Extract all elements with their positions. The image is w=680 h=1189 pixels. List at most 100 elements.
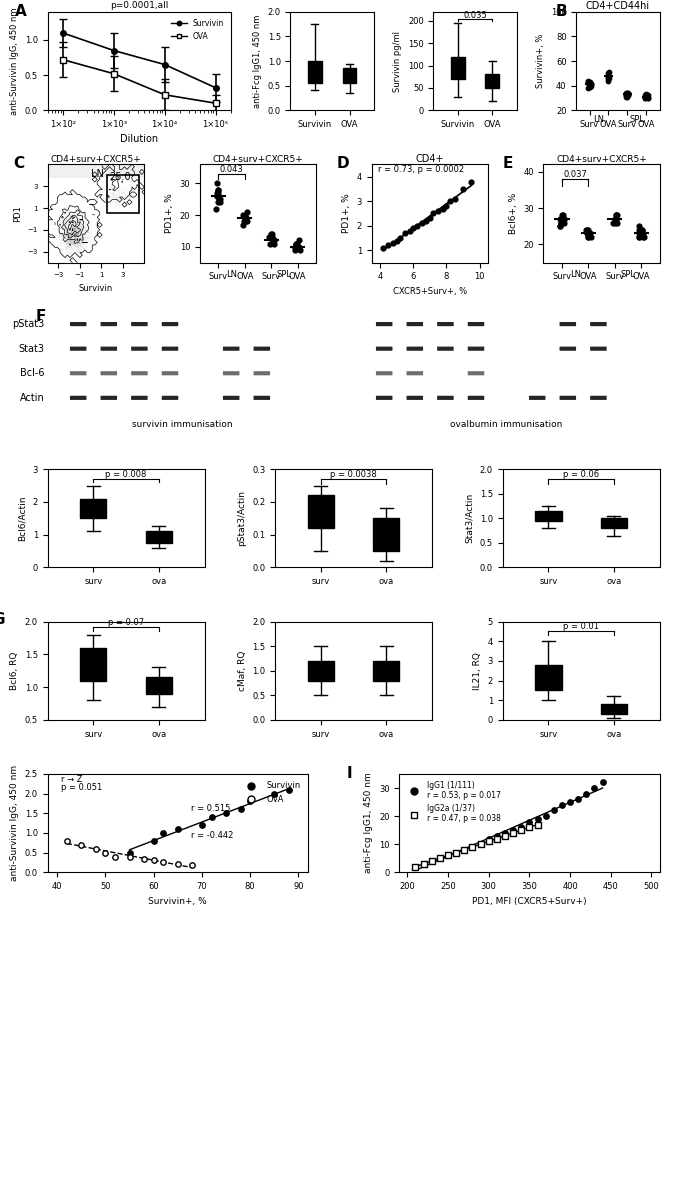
Point	[267, 231, 278, 250]
PathPatch shape	[343, 69, 356, 83]
Y-axis label: PD1: PD1	[13, 205, 22, 222]
Point	[621, 87, 632, 106]
Y-axis label: anti-Survivin IgG, 450 nm: anti-Survivin IgG, 450 nm	[10, 7, 19, 115]
X-axis label: Survivin: Survivin	[79, 284, 113, 292]
Point	[516, 818, 527, 837]
FancyBboxPatch shape	[590, 396, 607, 400]
Point	[621, 86, 632, 105]
Point	[582, 220, 593, 239]
Point	[585, 75, 596, 94]
PathPatch shape	[80, 498, 107, 518]
Point	[391, 231, 402, 250]
Text: LN: LN	[594, 115, 605, 124]
Point	[237, 215, 248, 234]
Point	[411, 216, 422, 235]
Point	[466, 172, 477, 191]
Point	[459, 841, 470, 860]
FancyBboxPatch shape	[131, 346, 148, 351]
Point	[294, 231, 305, 250]
Point	[438, 199, 449, 218]
Point	[213, 193, 224, 212]
Text: survivin immunisation: survivin immunisation	[132, 421, 233, 429]
X-axis label: Survivin+, %: Survivin+, %	[148, 897, 207, 906]
FancyBboxPatch shape	[437, 322, 454, 326]
Point	[266, 225, 277, 244]
Point	[76, 835, 87, 854]
Point	[589, 779, 600, 798]
Point	[214, 190, 225, 209]
Point	[172, 855, 183, 874]
Point	[240, 212, 251, 231]
FancyBboxPatch shape	[376, 371, 392, 376]
Point	[540, 806, 551, 825]
Point	[264, 234, 275, 253]
Point	[621, 83, 632, 102]
Point	[642, 87, 653, 106]
Point	[500, 826, 511, 845]
Point	[290, 238, 301, 257]
Point	[623, 86, 634, 105]
Text: 0.035: 0.035	[463, 11, 487, 20]
Point	[211, 187, 222, 206]
Point	[640, 88, 651, 107]
Point	[268, 234, 279, 253]
Point	[636, 220, 647, 239]
PathPatch shape	[600, 518, 627, 528]
PathPatch shape	[80, 648, 107, 680]
FancyBboxPatch shape	[468, 322, 484, 326]
Y-axis label: PD1+, %: PD1+, %	[342, 194, 351, 233]
Point	[424, 209, 435, 228]
Point	[640, 88, 651, 107]
Point	[90, 839, 101, 858]
PathPatch shape	[308, 661, 334, 680]
Point	[426, 851, 437, 870]
Point	[634, 227, 645, 246]
Point	[148, 831, 159, 850]
FancyBboxPatch shape	[162, 371, 178, 376]
Point	[602, 67, 613, 86]
Point	[573, 789, 583, 809]
Point	[378, 238, 389, 257]
Text: 25.0: 25.0	[109, 171, 131, 182]
FancyBboxPatch shape	[407, 396, 423, 400]
Point	[622, 83, 633, 102]
Point	[585, 75, 596, 94]
Text: F: F	[35, 309, 46, 323]
Point	[524, 812, 535, 831]
PathPatch shape	[146, 531, 172, 543]
Y-axis label: IL21, RQ: IL21, RQ	[473, 652, 482, 690]
Point	[622, 83, 632, 102]
Point	[238, 206, 249, 225]
Text: p = 0.008: p = 0.008	[105, 471, 147, 479]
Point	[451, 843, 462, 862]
Point	[622, 84, 632, 103]
Point	[212, 183, 223, 202]
Y-axis label: anti-Fcg IgG1, 450 nm: anti-Fcg IgG1, 450 nm	[364, 773, 373, 874]
Point	[582, 224, 593, 243]
Point	[532, 814, 543, 833]
Point	[428, 205, 439, 224]
Point	[585, 76, 596, 95]
Text: LN: LN	[570, 270, 581, 279]
FancyBboxPatch shape	[560, 396, 576, 400]
Point	[532, 810, 543, 829]
Point	[607, 213, 618, 232]
X-axis label: CXCR5+Surv+, %: CXCR5+Surv+, %	[393, 287, 467, 296]
Point	[449, 189, 460, 208]
Point	[641, 84, 651, 103]
PathPatch shape	[600, 704, 627, 713]
Point	[583, 73, 594, 92]
Text: p = 0.051: p = 0.051	[61, 782, 102, 792]
FancyBboxPatch shape	[407, 322, 423, 326]
Point	[603, 70, 614, 89]
Point	[388, 233, 398, 252]
Y-axis label: Survivin+, %: Survivin+, %	[537, 33, 545, 88]
FancyBboxPatch shape	[254, 371, 270, 376]
Point	[639, 227, 649, 246]
PathPatch shape	[373, 661, 399, 680]
Point	[611, 209, 622, 228]
Point	[213, 181, 224, 200]
Point	[611, 206, 622, 225]
Point	[637, 224, 648, 243]
Point	[139, 849, 150, 868]
